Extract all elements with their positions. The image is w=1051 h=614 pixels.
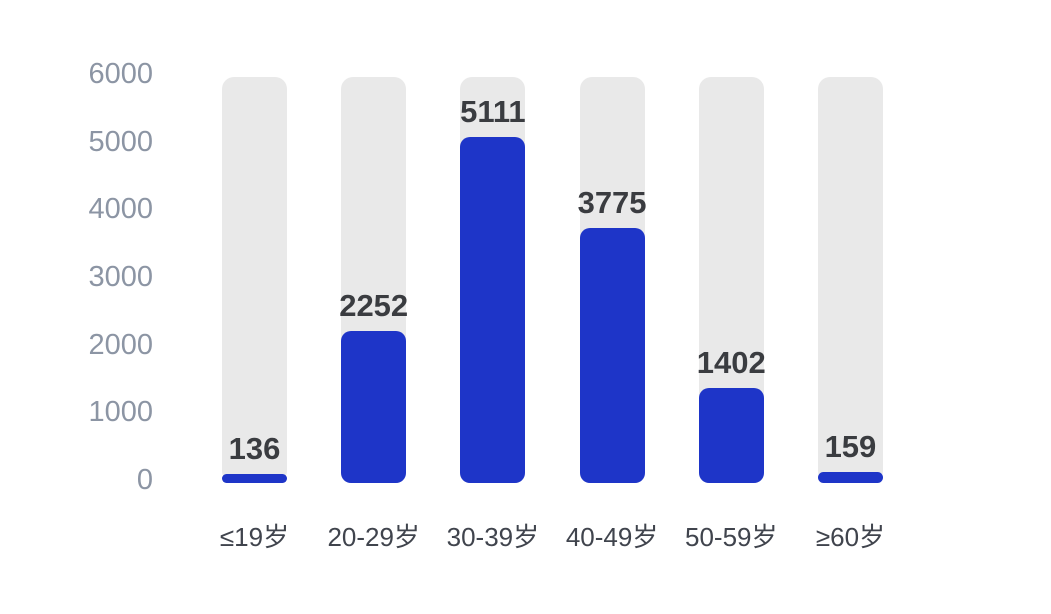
bar-column: 159 ≥60岁 <box>816 77 885 552</box>
bar-fill[interactable] <box>817 472 883 483</box>
bar-fill[interactable] <box>579 228 645 483</box>
y-axis-tick-label: 4000 <box>88 193 153 226</box>
bar-column: 3775 40-49岁 <box>566 77 658 552</box>
bar-fill[interactable] <box>341 331 407 483</box>
x-axis-category-label: ≥60岁 <box>815 522 886 552</box>
y-axis-tick-label: 0 <box>136 464 153 496</box>
bar-value-label: 159 <box>824 429 877 464</box>
x-axis-category-label: 20-29岁 <box>327 522 420 552</box>
y-axis-tick-label: 3000 <box>88 261 153 293</box>
x-axis-category-label: 30-39岁 <box>446 522 540 552</box>
bar-fill[interactable] <box>460 137 526 483</box>
x-axis-category-label: 50-59岁 <box>685 522 778 552</box>
bar-fill[interactable] <box>222 474 287 483</box>
bar-column: 1402 50-59岁 <box>685 77 778 552</box>
bar-value-label: 136 <box>228 431 281 466</box>
bar-column: 5111 30-39岁 <box>447 77 539 552</box>
plot-area: 136 ≤19岁 2252 20-29岁 5111 30-39岁 3775 40-49岁 140… <box>220 77 885 552</box>
y-axis-tick-label: 2000 <box>88 328 153 361</box>
y-axis-tick-label: 1000 <box>88 396 153 429</box>
bar-fill[interactable] <box>698 388 764 483</box>
x-axis-category-label: 40-49岁 <box>565 522 659 552</box>
bar-column: 136 ≤19岁 <box>220 77 289 552</box>
y-axis-tick-label: 5000 <box>88 125 153 158</box>
bar-value-label: 2252 <box>339 288 409 323</box>
bar-column: 2252 20-29岁 <box>327 77 420 552</box>
y-axis-tick-label: 6000 <box>88 58 153 90</box>
y-axis: 6000 5000 4000 3000 2000 1000 0 <box>0 0 153 614</box>
bar-track <box>817 77 883 483</box>
bar-value-label: 5111 <box>460 94 526 129</box>
x-axis-category-label: ≤19岁 <box>219 522 290 552</box>
bar-value-label: 3775 <box>577 185 647 220</box>
bar-track <box>222 77 287 483</box>
bar-value-label: 1402 <box>696 345 766 380</box>
